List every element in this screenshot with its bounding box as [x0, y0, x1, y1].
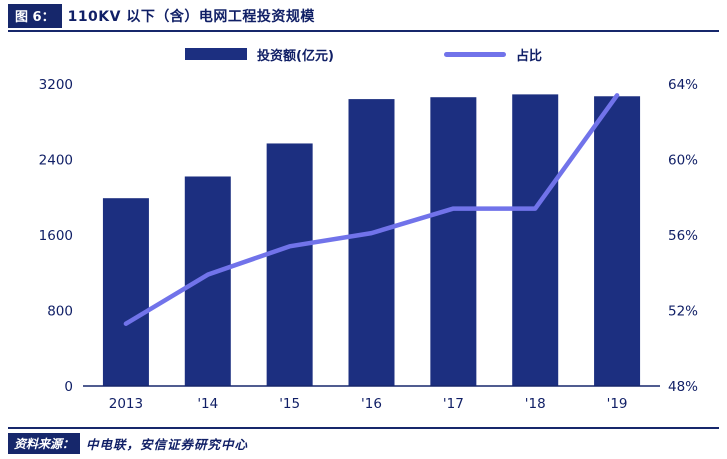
figure-label: 图 6：	[8, 4, 62, 28]
chart-canvas: 0 800 1600 2400 3200 48% 52% 56% 60% 64% 2013 '14 '1…	[39, 77, 699, 412]
right-axis-tick: 56%	[668, 228, 698, 244]
bar-series-swatch	[185, 48, 248, 60]
x-axis-label: '18	[525, 396, 546, 412]
left-axis-tick: 800	[47, 304, 73, 320]
x-axis-label: '17	[443, 396, 464, 412]
x-axis-label: '15	[279, 396, 300, 412]
x-axis-label: '14	[197, 396, 218, 412]
x-axis-label: 2013	[109, 396, 143, 412]
line-series-swatch	[443, 51, 506, 57]
ratio-line	[123, 93, 620, 326]
legend-label-investment: 投资额(亿元)	[257, 48, 334, 64]
source-label: 资料来源：	[8, 432, 81, 454]
figure-header: 图 6： 110KV 以下（含）电网工程投资规模	[8, 4, 719, 32]
right-axis-tick: 48%	[668, 379, 698, 395]
legend-label-ratio: 占比	[515, 48, 542, 64]
right-axis-tick: 60%	[668, 153, 698, 169]
left-axis-tick: 2400	[39, 153, 73, 169]
left-axis-tick: 0	[64, 379, 73, 395]
bar	[266, 143, 313, 386]
x-axis-label: '19	[607, 396, 628, 412]
left-axis-tick: 1600	[39, 228, 73, 244]
source-text: 中电联，安信证券研究中心	[86, 436, 249, 452]
right-axis-tick: 52%	[668, 304, 698, 320]
bar	[430, 97, 477, 387]
right-axis-tick: 64%	[668, 77, 698, 93]
bar	[594, 96, 641, 387]
legend-item-investment: 投资额(亿元)	[185, 45, 334, 64]
x-axis-label: '16	[361, 396, 382, 412]
bar	[102, 198, 149, 386]
bar	[512, 94, 559, 386]
bar	[348, 99, 395, 386]
legend-item-ratio: 占比	[443, 45, 542, 64]
source-footer: 资料来源： 中电联，安信证券研究中心	[8, 427, 719, 454]
left-axis-tick: 3200	[39, 77, 73, 93]
chart-legend: 投资额(亿元) 占比	[0, 42, 727, 66]
bar	[184, 176, 231, 386]
figure-title: 110KV 以下（含）电网工程投资规模	[67, 9, 315, 25]
